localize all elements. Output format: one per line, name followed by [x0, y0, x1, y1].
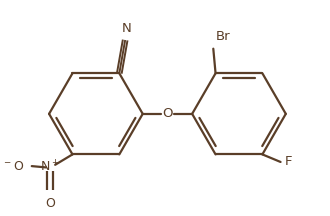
Text: $^-$O: $^-$O: [2, 160, 24, 173]
Text: O: O: [162, 107, 173, 120]
Text: N: N: [122, 22, 131, 35]
Text: N$^+$: N$^+$: [40, 160, 60, 175]
Text: F: F: [284, 156, 292, 168]
Text: Br: Br: [216, 30, 231, 43]
Text: O: O: [45, 197, 55, 210]
